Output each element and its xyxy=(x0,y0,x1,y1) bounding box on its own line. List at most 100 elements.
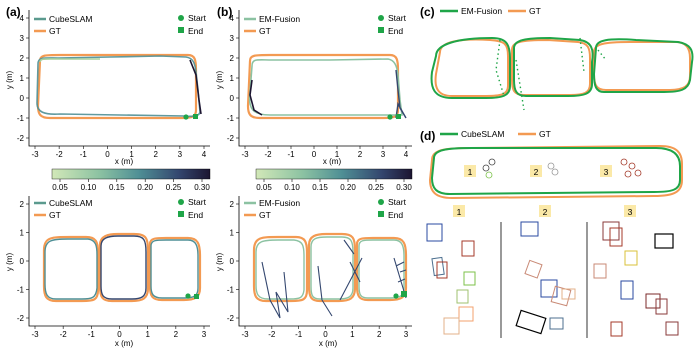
colorbar-tick-label: 0.30 xyxy=(396,183,412,192)
emfusion-loop-1 xyxy=(255,239,305,300)
axis-frame xyxy=(28,10,210,147)
legend-label-end: End xyxy=(388,210,403,220)
emfusion-high-error-left xyxy=(249,79,263,116)
object-marker xyxy=(620,158,628,166)
segment-badge-label: 1 xyxy=(468,167,473,177)
y-tick-label: -2 xyxy=(17,134,25,143)
object-marker xyxy=(628,162,636,170)
end-marker xyxy=(194,294,199,299)
y-tick-label: 1 xyxy=(20,74,25,83)
colorbar-tick-label: 0.25 xyxy=(166,183,182,192)
colorbar-b: 0.05 0.10 0.15 0.20 0.25 0.30 xyxy=(255,168,412,192)
legend: CubeSLAM GT Start End xyxy=(34,13,207,36)
segment-badge-background xyxy=(600,165,612,177)
y-tick-label: 3 xyxy=(20,34,25,43)
object-box xyxy=(654,233,674,249)
emfusion-loop-3 xyxy=(592,38,694,93)
x-tick-label: 4 xyxy=(404,150,409,159)
segment-badge-background xyxy=(530,165,542,177)
x-tick-label: -1 xyxy=(287,150,295,159)
y-tick-label: 2 xyxy=(20,200,25,209)
x-tick-label: -2 xyxy=(56,150,64,159)
legend: EM-Fusion GT Start End xyxy=(244,13,407,36)
y-tick-label: -2 xyxy=(17,314,25,323)
emfusion-high-error-right xyxy=(395,69,407,119)
panel-label-d: (d) xyxy=(420,129,435,143)
y-tick-label: 3 xyxy=(230,34,235,43)
y-tick-label: -1 xyxy=(17,286,25,295)
x-axis-label: x (m) xyxy=(319,339,338,348)
legend-label-end: End xyxy=(188,210,203,220)
legend-label-emfusion: EM-Fusion xyxy=(259,14,300,24)
legend-end-icon xyxy=(378,27,384,33)
x-tick-label: 4 xyxy=(202,150,207,159)
segment-badge-label: 3 xyxy=(604,167,609,177)
colorbar-a: 0.05 0.10 0.15 0.20 0.25 0.30 xyxy=(51,168,211,192)
object-box xyxy=(520,221,539,237)
x-tick-label: -1 xyxy=(88,330,96,339)
object-box xyxy=(550,285,572,307)
gt-loop-3 xyxy=(355,236,408,302)
x-axis-label: x (m) xyxy=(323,157,342,166)
x-tick-label: 0 xyxy=(312,150,317,159)
object-box xyxy=(624,250,638,266)
cubeslam-low-error-segment xyxy=(39,58,100,63)
legend-label-emfusion: EM-Fusion xyxy=(259,198,300,208)
colorbar-tick-label: 0.05 xyxy=(256,183,272,192)
legend-label-start: Start xyxy=(388,197,407,207)
gt-loop-3 xyxy=(148,236,202,302)
object-box xyxy=(426,223,443,242)
colorbar-tick-label: 0.10 xyxy=(81,183,97,192)
y-tick-label: 1 xyxy=(230,229,235,238)
x-tick-label: -3 xyxy=(31,150,39,159)
x-tick-label: 1 xyxy=(145,330,150,339)
cubeslam-high-error-segment xyxy=(189,59,202,115)
segment-badge-background xyxy=(464,165,476,177)
x-tick-label: 3 xyxy=(178,150,183,159)
panel-c: EM-Fusion GT xyxy=(430,6,694,111)
legend-label-gt: GT xyxy=(259,26,271,36)
x-tick-label: 2 xyxy=(377,330,382,339)
axis-frame xyxy=(238,196,412,327)
start-marker xyxy=(185,293,191,299)
axes-a-bottom: -3 -2 -1 0 1 2 3 -2 -1 0 1 2 x (m) y (m) CubeSLAM G… xyxy=(5,196,210,348)
panel-label-b: (b) xyxy=(217,5,232,19)
legend-label-gt: GT xyxy=(529,6,541,16)
legend-label-start: Start xyxy=(388,13,407,23)
x-tick-label: -2 xyxy=(264,150,272,159)
legend-label-start: Start xyxy=(188,197,207,207)
legend-label-cubeslam: CubeSLAM xyxy=(461,129,504,139)
x-tick-label: 3 xyxy=(404,330,409,339)
y-axis-label: y (m) xyxy=(215,253,224,272)
object-box xyxy=(461,240,475,257)
x-tick-label: -3 xyxy=(31,330,39,339)
cubeslam-loop-3 xyxy=(150,239,199,299)
gt-loop-2 xyxy=(98,232,150,303)
legend-label-cubeslam: CubeSLAM xyxy=(49,14,92,24)
object-box xyxy=(561,288,576,300)
x-axis-label: x (m) xyxy=(115,157,134,166)
gt-trajectory xyxy=(246,53,400,120)
x-tick-label: -2 xyxy=(268,330,276,339)
y-tick-label: -1 xyxy=(227,286,235,295)
x-tick-label: -1 xyxy=(295,330,303,339)
x-tick-label: -2 xyxy=(60,330,68,339)
colorbar-gradient xyxy=(51,168,211,180)
cubeslam-trajectory xyxy=(430,147,681,196)
legend-end-icon xyxy=(178,211,184,217)
legend: CubeSLAM GT xyxy=(440,129,551,139)
y-tick-label: -1 xyxy=(17,114,25,123)
legend-end-icon xyxy=(378,211,384,217)
y-tick-label: 4 xyxy=(20,14,25,23)
segment-badge-background xyxy=(539,205,551,217)
legend: CubeSLAM GT Start End xyxy=(34,197,207,220)
legend-label-gt: GT xyxy=(49,210,61,220)
x-tick-label: -3 xyxy=(241,330,249,339)
x-tick-label: 1 xyxy=(129,150,134,159)
object-box xyxy=(443,317,460,335)
segment-badge-background xyxy=(624,205,636,217)
legend-start-icon xyxy=(178,15,184,21)
zoom-badge-3: 3 xyxy=(624,205,636,217)
zoom-badge-1: 1 xyxy=(453,205,465,217)
panel-label-c: (c) xyxy=(420,5,435,19)
